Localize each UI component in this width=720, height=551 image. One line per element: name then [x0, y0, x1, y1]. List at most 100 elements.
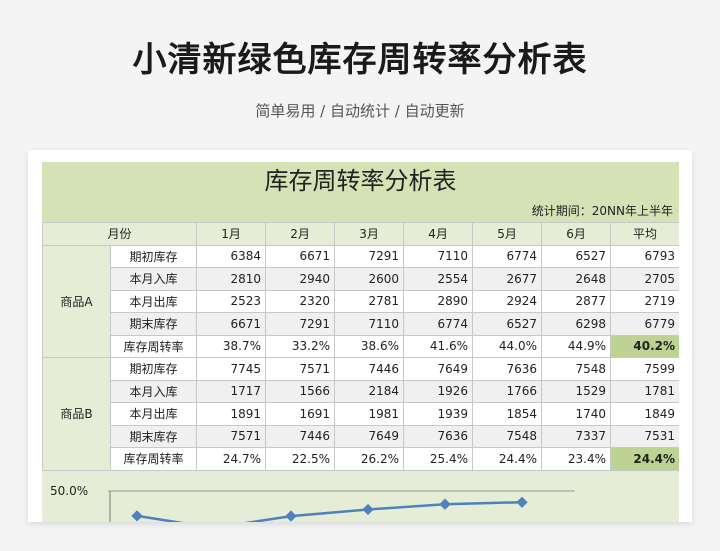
table-cell: 6671 — [196, 312, 267, 336]
table-cell: 2320 — [265, 289, 336, 313]
table-cell: 26.2% — [334, 447, 405, 471]
table-cell: 24.4% — [610, 447, 679, 471]
group-label: 商品B — [42, 357, 111, 471]
table-cell: 22.5% — [265, 447, 336, 471]
page-title: 小清新绿色库存周转率分析表 — [132, 40, 588, 80]
table-cell: 1781 — [610, 379, 679, 403]
table-cell: 6527 — [472, 312, 543, 336]
row-label: 库存周转率 — [109, 447, 198, 471]
header-cell: 平均 — [610, 222, 679, 246]
table-cell: 2705 — [610, 267, 679, 291]
table-cell: 7649 — [403, 357, 474, 381]
table-cell: 1766 — [472, 379, 543, 403]
table-row: 期末库存 7571 7446 7649 7636 7548 7337 7531 — [43, 424, 679, 448]
table-cell: 1854 — [472, 402, 543, 426]
group-label: 商品A — [42, 244, 111, 358]
table-cell: 7291 — [334, 244, 405, 268]
table-cell: 2940 — [265, 267, 336, 291]
table-cell: 2781 — [334, 289, 405, 313]
table-cell: 6779 — [610, 312, 679, 336]
header-cell: 1月 — [196, 222, 267, 246]
spreadsheet: 库存周转率分析表 统计期间：20NN年上半年 月份 1月 2月 3月 4月 5月 6月 平均商… — [42, 162, 679, 522]
table-cell: 7745 — [196, 357, 267, 381]
table-cell: 7110 — [334, 312, 405, 336]
table-row: 商品A 期初库存 6384 6671 7291 7110 6774 6527 6793 — [42, 244, 679, 358]
table-cell: 23.4% — [541, 447, 612, 471]
table-cell: 6774 — [472, 244, 543, 268]
table-cell: 2677 — [472, 267, 543, 291]
header-row: 月份 1月 2月 3月 4月 5月 6月 平均 — [42, 222, 679, 246]
table-cell: 41.6% — [403, 334, 474, 358]
data-table: 月份 1月 2月 3月 4月 5月 6月 平均 商品A 期初库存 6384 6671 7291 7110 6… — [42, 222, 679, 471]
sheet-title: 库存周转率分析表 — [42, 162, 679, 200]
table-cell: 44.0% — [472, 334, 543, 358]
page-subtitle: 简单易用 / 自动统计 / 自动更新 — [255, 102, 465, 120]
table-row: 期末库存 6671 7291 7110 6774 6527 6298 6779 — [43, 312, 679, 336]
data-point — [131, 510, 143, 522]
table-cell: 1717 — [196, 379, 267, 403]
table-cell: 7649 — [334, 424, 405, 448]
data-point — [285, 510, 297, 522]
table-cell: 38.6% — [334, 334, 405, 358]
table-cell: 1740 — [541, 402, 612, 426]
table-cell: 25.4% — [403, 447, 474, 471]
table-cell: 38.7% — [196, 334, 267, 358]
row-label: 本月出库 — [109, 402, 198, 426]
table-cell: 2523 — [196, 289, 267, 313]
table-cell: 7636 — [403, 424, 474, 448]
table-row: 本月出库 2523 2320 2781 2890 2924 2877 2719 — [43, 289, 679, 313]
data-point — [362, 503, 374, 516]
row-label: 本月入库 — [109, 379, 198, 403]
row-label: 库存周转率 — [109, 334, 198, 358]
table-row: 库存周转率 38.7% 33.2% 38.6% 41.6% 44.0% 44.9% 40.2% — [43, 334, 679, 358]
table-cell: 1891 — [196, 402, 267, 426]
table-cell: 7337 — [541, 424, 612, 448]
table-row: 本月入库 2810 2940 2600 2554 2677 2648 2705 — [43, 267, 679, 291]
row-label: 期末库存 — [109, 424, 198, 448]
table-cell: 2924 — [472, 289, 543, 313]
header-cell: 2月 — [265, 222, 336, 246]
table-cell: 6527 — [541, 244, 612, 268]
table-cell: 6384 — [196, 244, 267, 268]
table-cell: 1566 — [265, 379, 336, 403]
table-cell: 2890 — [403, 289, 474, 313]
table-row: 本月出库 1891 1691 1981 1939 1854 1740 1849 — [43, 402, 679, 426]
table-cell: 7291 — [265, 312, 336, 336]
table-cell: 2877 — [541, 289, 612, 313]
table-cell: 6298 — [541, 312, 612, 336]
header-cell: 月份 — [42, 222, 198, 246]
data-point — [439, 498, 451, 510]
series-line — [136, 500, 523, 522]
table-cell: 1981 — [334, 402, 405, 426]
table-cell: 1926 — [403, 379, 474, 403]
period-label: 统计期间：20NN年上半年 — [42, 200, 679, 222]
row-label: 本月出库 — [109, 289, 198, 313]
row-label: 期初库存 — [109, 357, 198, 381]
table-cell: 1849 — [610, 402, 679, 426]
table-cell: 6793 — [610, 244, 679, 268]
table-cell: 2600 — [334, 267, 405, 291]
table-cell: 2184 — [334, 379, 405, 403]
turnover-chart: 50.0% — [50, 484, 575, 522]
table-cell: 24.4% — [472, 447, 543, 471]
table-cell: 6774 — [403, 312, 474, 336]
table-cell: 1529 — [541, 379, 612, 403]
header-cell: 3月 — [334, 222, 405, 246]
header-cell: 4月 — [403, 222, 474, 246]
row-label: 期初库存 — [109, 244, 198, 268]
table-cell: 7446 — [265, 424, 336, 448]
table-row: 商品B 期初库存 7745 7571 7446 7649 7636 7548 7599 — [42, 357, 679, 471]
data-point — [516, 496, 528, 508]
table-cell: 44.9% — [541, 334, 612, 358]
table-cell: 40.2% — [610, 334, 679, 358]
table-cell: 2554 — [403, 267, 474, 291]
header-cell: 5月 — [472, 222, 543, 246]
table-cell: 7548 — [541, 357, 612, 381]
table-cell: 7636 — [472, 357, 543, 381]
preview-card: 库存周转率分析表 统计期间：20NN年上半年 月份 1月 2月 3月 4月 5月 6月 平均商… — [28, 150, 692, 522]
table-cell: 2648 — [541, 267, 612, 291]
table-row: 本月入库 1717 1566 2184 1926 1766 1529 1781 — [43, 379, 679, 403]
row-label: 期末库存 — [109, 312, 198, 336]
table-cell: 1691 — [265, 402, 336, 426]
table-cell: 24.7% — [196, 447, 267, 471]
